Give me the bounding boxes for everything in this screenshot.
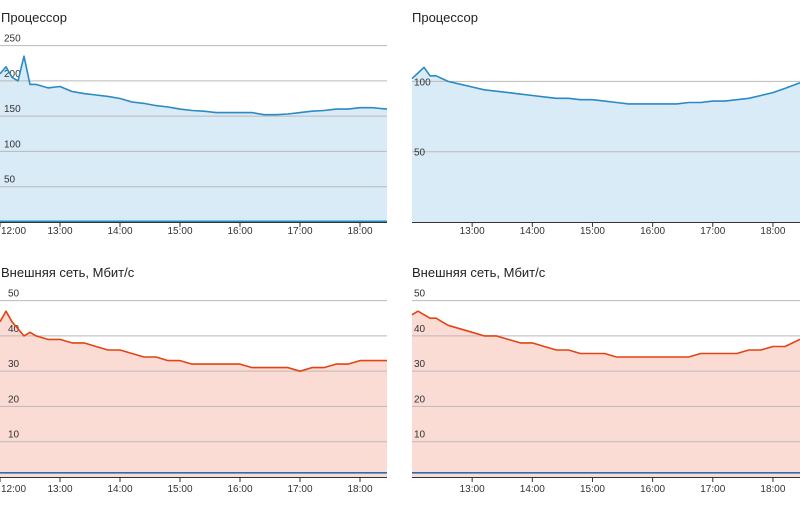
x-tick-label: 14:00 (107, 484, 132, 495)
series-line-0 (0, 55, 388, 116)
x-tick-label: 17:00 (287, 226, 312, 237)
x-tick-label: 14:00 (520, 226, 545, 237)
chart-cpu-right: 50 100 13:00 14:00 15:00 16:00 17:00 18:00 (411, 66, 800, 237)
x-tick-label: 15:00 (580, 226, 605, 237)
x-tick-label: 12:00 (1, 226, 26, 237)
y-tick-label: 150 (4, 104, 21, 115)
x-tick-label: 13:00 (47, 484, 72, 495)
y-tick-label: 40 (414, 324, 426, 335)
x-tick-label: 18:00 (347, 226, 372, 237)
x-tick-label: 14:00 (107, 226, 132, 237)
chart-panel-cpu-right: Процессор 50 100 13:00 14:00 15:00 16:00 17:00… (400, 0, 800, 255)
x-tick-label: 18:00 (347, 484, 372, 495)
series-area-0 (0, 311, 387, 477)
x-tick-label: 18:00 (760, 484, 785, 495)
chart-title: Внешняя сеть, Мбит/с (412, 265, 546, 280)
y-tick-label: 10 (414, 430, 426, 441)
y-tick-label: 250 (4, 34, 21, 45)
chart-panel-net-right: Внешняя сеть, Мбит/с 10 20 30 40 50 13:00 14:0… (400, 255, 800, 510)
y-tick-label: 50 (8, 289, 20, 300)
x-tick-label: 16:00 (640, 226, 665, 237)
chart-title: Процессор (1, 10, 67, 25)
y-tick-label: 100 (414, 77, 431, 88)
x-tick-label: 16:00 (227, 226, 252, 237)
x-tick-label: 17:00 (700, 226, 725, 237)
x-tick-label: 15:00 (580, 484, 605, 495)
series-area-0 (412, 311, 800, 477)
x-tick-label: 16:00 (640, 484, 665, 495)
x-tick-label: 12:00 (1, 484, 26, 495)
series-area-0 (412, 67, 800, 222)
x-tick-label: 14:00 (520, 484, 545, 495)
x-tick-label: 15:00 (167, 484, 192, 495)
y-tick-label: 50 (414, 148, 426, 159)
x-tick-label: 15:00 (167, 226, 192, 237)
x-tick-label: 16:00 (227, 484, 252, 495)
y-tick-label: 20 (414, 394, 426, 405)
y-tick-label: 100 (4, 139, 21, 150)
y-tick-label: 20 (8, 394, 20, 405)
series-line-0 (411, 310, 800, 358)
chart-title: Процессор (412, 10, 478, 25)
y-tick-label: 50 (414, 289, 426, 300)
chart-cpu-left: 50 100 150 200 250 12:00 13:00 14:00 15:00 16:00 1… (0, 34, 388, 237)
y-tick-label: 200 (4, 69, 21, 80)
x-tick-label: 13:00 (47, 226, 72, 237)
series-line-0 (411, 66, 800, 105)
x-tick-label: 17:00 (287, 484, 312, 495)
x-tick-label: 13:00 (460, 226, 485, 237)
y-tick-label: 40 (8, 324, 20, 335)
chart-panel-net-left: Внешняя сеть, Мбит/с 10 20 30 40 50 12:00 13:0… (0, 255, 400, 510)
y-tick-label: 10 (8, 430, 20, 441)
x-tick-label: 17:00 (700, 484, 725, 495)
y-tick-label: 50 (4, 175, 16, 186)
y-tick-label: 30 (8, 359, 20, 370)
chart-net-right: 10 20 30 40 50 13:00 14:00 15:00 16:00 17:00 18:00 (411, 289, 800, 495)
series-line-0 (0, 310, 387, 372)
series-area-0 (0, 56, 387, 223)
x-tick-label: 13:00 (460, 484, 485, 495)
chart-title: Внешняя сеть, Мбит/с (1, 265, 135, 280)
y-tick-label: 30 (414, 359, 426, 370)
chart-net-left: 10 20 30 40 50 12:00 13:00 14:00 15:00 16:00 17:00… (0, 289, 387, 495)
chart-panel-cpu-left: Процессор 50 100 150 200 250 12:00 13:00 14:00 1… (0, 0, 400, 255)
x-tick-label: 18:00 (760, 226, 785, 237)
